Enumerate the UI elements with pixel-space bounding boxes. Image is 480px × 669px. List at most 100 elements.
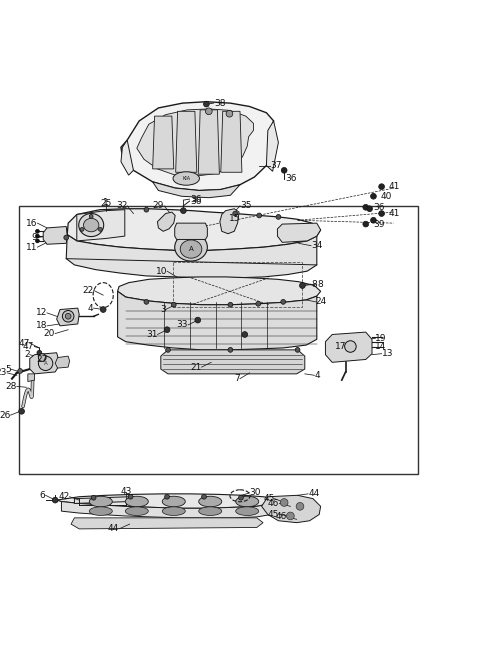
Circle shape: [276, 215, 281, 219]
Text: 2: 2: [24, 350, 30, 359]
Ellipse shape: [199, 507, 222, 515]
Circle shape: [226, 110, 233, 117]
Circle shape: [204, 101, 209, 107]
Circle shape: [296, 502, 304, 510]
Text: 41: 41: [389, 209, 400, 218]
Polygon shape: [71, 518, 263, 529]
Circle shape: [180, 208, 186, 213]
Polygon shape: [66, 235, 317, 278]
Text: 38: 38: [215, 98, 226, 108]
Ellipse shape: [79, 213, 104, 237]
Circle shape: [64, 235, 69, 240]
Text: 42: 42: [59, 492, 70, 501]
Circle shape: [164, 327, 170, 332]
Circle shape: [171, 302, 176, 307]
Polygon shape: [153, 116, 174, 169]
Text: A: A: [189, 246, 193, 252]
Polygon shape: [74, 497, 130, 504]
Text: 15: 15: [228, 214, 240, 223]
Polygon shape: [55, 356, 70, 368]
Polygon shape: [175, 223, 207, 240]
Text: 29: 29: [153, 201, 164, 210]
Circle shape: [91, 495, 96, 500]
Circle shape: [166, 347, 170, 353]
Polygon shape: [325, 332, 372, 363]
Text: 7: 7: [234, 374, 240, 383]
Polygon shape: [77, 209, 125, 241]
Circle shape: [280, 498, 288, 506]
Text: 37: 37: [271, 161, 282, 170]
Text: 44: 44: [308, 489, 319, 498]
Circle shape: [37, 351, 42, 355]
Text: 32: 32: [116, 201, 127, 210]
Circle shape: [38, 356, 53, 371]
Circle shape: [19, 408, 24, 414]
Polygon shape: [220, 209, 239, 233]
Text: 8: 8: [311, 280, 317, 288]
Circle shape: [371, 217, 376, 223]
Circle shape: [239, 495, 243, 500]
Circle shape: [98, 227, 102, 231]
Circle shape: [345, 341, 356, 353]
Ellipse shape: [125, 496, 148, 507]
Text: 11: 11: [26, 243, 37, 252]
Polygon shape: [221, 111, 242, 172]
Text: 41: 41: [389, 182, 400, 191]
Circle shape: [363, 205, 369, 210]
Circle shape: [281, 167, 287, 173]
Circle shape: [202, 494, 206, 499]
Ellipse shape: [199, 496, 222, 507]
Circle shape: [233, 211, 238, 216]
Ellipse shape: [180, 240, 202, 258]
Bar: [19, 206, 418, 474]
Polygon shape: [118, 291, 317, 350]
Text: 4: 4: [88, 304, 94, 312]
Text: 12: 12: [36, 308, 47, 317]
Text: 33: 33: [177, 320, 188, 329]
Text: 23: 23: [0, 369, 7, 377]
Polygon shape: [137, 109, 253, 176]
Circle shape: [38, 354, 46, 361]
Text: 40: 40: [381, 192, 392, 201]
Text: 3: 3: [160, 305, 166, 314]
Circle shape: [295, 347, 300, 353]
Text: 4: 4: [314, 371, 320, 380]
Text: 44: 44: [108, 524, 119, 533]
Ellipse shape: [162, 496, 185, 507]
Circle shape: [195, 317, 201, 323]
Circle shape: [228, 302, 233, 307]
Text: 8: 8: [318, 280, 324, 288]
Text: 46: 46: [268, 499, 279, 508]
Polygon shape: [262, 495, 321, 522]
Ellipse shape: [175, 233, 207, 261]
Text: A: A: [44, 361, 48, 366]
Text: 20: 20: [44, 329, 55, 338]
Text: 28: 28: [5, 382, 17, 391]
Ellipse shape: [162, 507, 185, 515]
Text: 5: 5: [5, 365, 11, 373]
Text: 24: 24: [316, 297, 327, 306]
Ellipse shape: [236, 507, 259, 515]
Circle shape: [228, 347, 233, 353]
Circle shape: [144, 300, 149, 304]
Polygon shape: [198, 110, 219, 174]
Polygon shape: [266, 121, 278, 171]
Text: 45: 45: [268, 510, 279, 519]
Circle shape: [65, 313, 71, 319]
Circle shape: [281, 300, 286, 304]
Text: 36: 36: [191, 195, 202, 203]
Text: 17: 17: [335, 342, 347, 351]
Circle shape: [52, 497, 58, 503]
Text: 36: 36: [191, 197, 202, 205]
Ellipse shape: [125, 507, 148, 515]
Polygon shape: [61, 502, 271, 518]
Ellipse shape: [89, 507, 112, 515]
Text: 16: 16: [26, 219, 37, 227]
Polygon shape: [30, 353, 59, 374]
Circle shape: [89, 215, 93, 218]
Polygon shape: [121, 102, 274, 191]
Polygon shape: [28, 374, 35, 381]
Polygon shape: [43, 227, 67, 244]
Circle shape: [257, 213, 262, 218]
Circle shape: [242, 332, 248, 337]
